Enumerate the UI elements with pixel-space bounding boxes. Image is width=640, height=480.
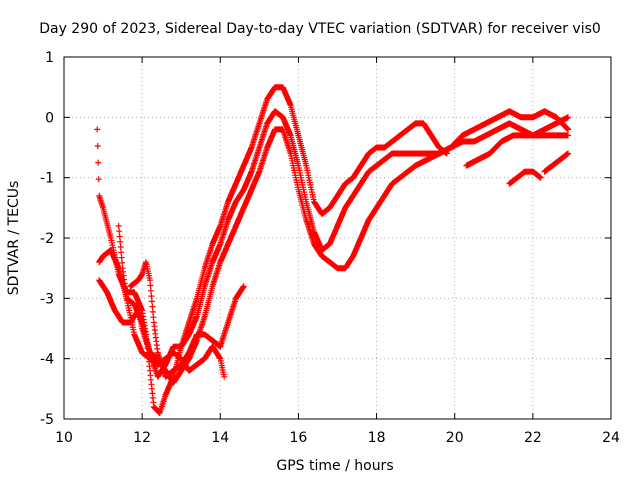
y-axis-label: SDTVAR / TECUs — [6, 181, 22, 296]
x-axis-label: GPS time / hours — [276, 458, 393, 474]
plus-marker-trace — [127, 259, 247, 380]
x-tick-label: 22 — [524, 430, 542, 446]
x-tick-labels: 10 12 14 16 18 20 22 24 — [55, 430, 620, 446]
series-track-8 — [541, 150, 571, 175]
x-tick-label: 16 — [290, 430, 308, 446]
x-tick-label: 20 — [446, 430, 464, 446]
plus-marker-trace — [96, 108, 571, 380]
plus-marker-trace — [115, 222, 228, 380]
y-tick-label: -2 — [40, 231, 54, 247]
x-tick-label: 10 — [55, 430, 73, 446]
series-track-7 — [506, 168, 544, 187]
plus-marker-trace — [541, 150, 571, 175]
y-tick-label: -3 — [40, 291, 54, 307]
plus-marker-trace — [506, 168, 544, 187]
y-tick-label: -1 — [40, 171, 54, 187]
series-track-1 — [94, 84, 450, 416]
data-points — [94, 84, 571, 416]
x-tick-label: 24 — [602, 430, 620, 446]
x-tick-label: 18 — [368, 430, 386, 446]
y-tick-label: -5 — [40, 412, 54, 428]
plus-marker-trace — [94, 84, 450, 416]
series-track-6 — [463, 132, 571, 169]
x-tick-label: 12 — [133, 430, 151, 446]
plus-marker-trace — [96, 114, 571, 386]
series-track-2 — [96, 108, 571, 380]
x-tick-label: 14 — [211, 430, 229, 446]
series-track-5 — [115, 222, 228, 380]
axis-ticks — [63, 56, 612, 420]
series-track-4 — [127, 259, 247, 380]
grid — [64, 57, 611, 419]
y-tick-labels: -5 -4 -3 -2 -1 0 1 — [40, 50, 54, 428]
y-tick-label: -4 — [40, 352, 54, 368]
chart-title: Day 290 of 2023, Sidereal Day-to-day VTE… — [39, 21, 601, 37]
y-tick-label: 0 — [45, 110, 54, 126]
y-tick-label: 1 — [45, 50, 54, 66]
plus-marker-trace — [463, 132, 571, 169]
series-track-3 — [96, 114, 571, 386]
